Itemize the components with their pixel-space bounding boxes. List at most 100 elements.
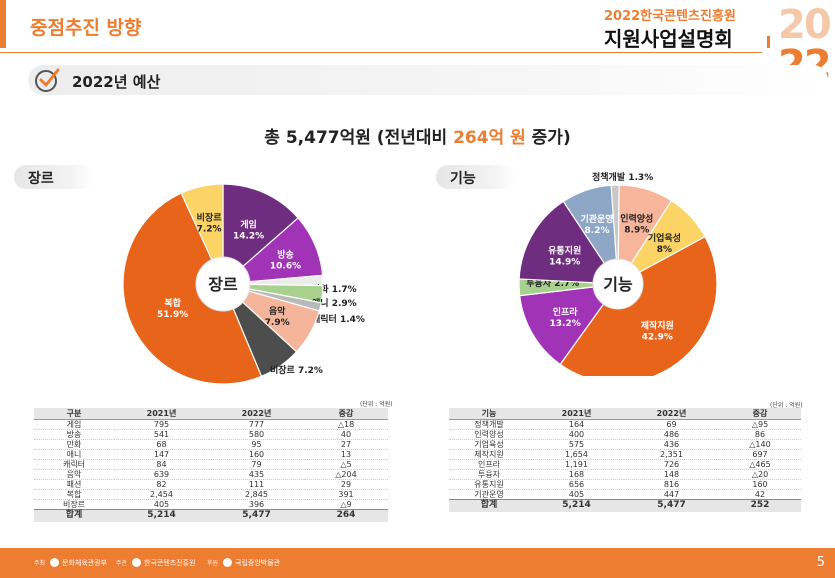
function-cell: 486 bbox=[624, 429, 719, 440]
genre-cell: 68 bbox=[114, 439, 209, 450]
genre-header-2: 2022년 bbox=[209, 408, 304, 420]
genre-cell: 2,845 bbox=[209, 489, 304, 500]
ministry-logo-icon bbox=[50, 557, 60, 567]
genre-cell: 79 bbox=[209, 459, 304, 470]
genre-cell: 147 bbox=[114, 449, 209, 460]
page-number: 5 bbox=[816, 555, 825, 570]
function-total-cell: 252 bbox=[719, 499, 801, 512]
function-total-cell: 5,214 bbox=[529, 499, 624, 512]
function-cell: 86 bbox=[719, 429, 801, 440]
genre-budget-table: 구분 2021년 2022년 증감 게임 795 777 △18 방송 541 580 40 만화 68… bbox=[34, 408, 388, 522]
genre-cell: 방송 bbox=[34, 429, 114, 440]
footer-sponsor-tag: 후원 bbox=[207, 560, 219, 567]
genre-cell: 27 bbox=[304, 439, 388, 450]
genre-total-cell: 5,477 bbox=[209, 509, 304, 522]
genre-cell: 29 bbox=[304, 479, 388, 490]
genre-header-3: 증감 bbox=[304, 408, 388, 420]
genre-cell: 패션 bbox=[34, 479, 114, 490]
genre-cell: 435 bbox=[209, 469, 304, 480]
subheader-label: 2022년 예산 bbox=[72, 73, 161, 91]
pie-label: 애니 2.9% bbox=[312, 297, 357, 309]
subheader-bar: 2022년 예산 bbox=[28, 65, 828, 95]
table-row: 복합 2,454 2,845 391 bbox=[34, 489, 388, 500]
genre-cell: 2,454 bbox=[114, 489, 209, 500]
table-row: 인력양성 400 486 86 bbox=[449, 429, 801, 440]
function-cell: 기관운영 bbox=[449, 489, 529, 500]
function-pill: 기능 bbox=[436, 165, 516, 189]
genre-cell: 게임 bbox=[34, 419, 114, 430]
table-row: 방송 541 580 40 bbox=[34, 429, 388, 440]
headline-suffix: 증가) bbox=[525, 128, 571, 148]
function-cell: 1,654 bbox=[529, 449, 624, 460]
pie-label: 방송 10.6% bbox=[270, 248, 301, 271]
function-cell: 164 bbox=[529, 419, 624, 430]
genre-cell: 391 bbox=[304, 489, 388, 500]
footer-sponsor-name: 국립중앙박물관 bbox=[235, 559, 281, 567]
function-cell: 69 bbox=[624, 419, 719, 430]
function-total-cell: 5,477 bbox=[624, 499, 719, 512]
genre-cell: 541 bbox=[114, 429, 209, 440]
pie-label: 비장르 7.2% bbox=[197, 212, 223, 235]
pie-label: 제작지원 42.9% bbox=[641, 320, 674, 343]
pie-label: 캐릭터 1.4% bbox=[312, 313, 365, 325]
genre-cell: 95 bbox=[209, 439, 304, 450]
genre-cell: 795 bbox=[114, 419, 209, 430]
genre-cell: △5 bbox=[304, 459, 388, 470]
pie-label: 복합 51.9% bbox=[157, 297, 188, 320]
genre-header-1: 2021년 bbox=[114, 408, 209, 420]
function-pie-chart: 정책개발 1.3% 인력양성 8.9%기업육성 8% 제작지원 42.9% 인프라 13.2%… bbox=[518, 171, 718, 376]
section-title: 중점추진 방향 bbox=[30, 17, 142, 39]
genre-cell: 애니 bbox=[34, 449, 114, 460]
table-row: 비장르 405 396 △9 bbox=[34, 499, 388, 510]
function-header-0: 기능 bbox=[449, 408, 529, 420]
function-cell: 405 bbox=[529, 489, 624, 500]
footer-host: 주최 문화체육관광부 bbox=[34, 557, 108, 568]
function-pill-label: 기능 bbox=[450, 171, 476, 187]
function-cell: 인력양성 bbox=[449, 429, 529, 440]
genre-cell: 111 bbox=[209, 479, 304, 490]
function-cell: 인프라 bbox=[449, 459, 529, 470]
pie-label: 기관운영 8.2% bbox=[580, 213, 613, 236]
event-accent-mark bbox=[767, 36, 770, 48]
footer-host-name: 문화체육관광부 bbox=[62, 559, 108, 567]
event-year-title: 2022한국콘텐츠진흥원 bbox=[604, 9, 736, 24]
footer-bar: 주최 문화체육관광부 주관 한국콘텐츠진흥원 후원 국립중앙박물관 5 bbox=[0, 548, 835, 578]
pie-label: 유통지원 14.9% bbox=[548, 245, 581, 268]
footer-sponsor: 후원 국립중앙박물관 bbox=[207, 557, 281, 568]
header-accent-bar bbox=[0, 0, 6, 48]
function-cell: 정책개발 bbox=[449, 419, 529, 430]
pie-slice bbox=[518, 200, 620, 285]
function-cell: 575 bbox=[529, 439, 624, 450]
pie-center-circle bbox=[592, 258, 644, 310]
genre-cell: 복합 bbox=[34, 489, 114, 500]
function-cell: 148 bbox=[624, 469, 719, 480]
genre-total-cell: 5,214 bbox=[114, 509, 209, 522]
function-cell: 2,351 bbox=[624, 449, 719, 460]
function-cell: 투융자 bbox=[449, 469, 529, 480]
function-cell: 160 bbox=[719, 479, 801, 490]
pie-slice bbox=[519, 283, 620, 366]
kocca-logo-icon bbox=[132, 557, 142, 567]
pie-center-label: 장르 bbox=[208, 275, 238, 294]
genre-cell: 40 bbox=[304, 429, 388, 440]
table-row: 투융자 168 148 △20 bbox=[449, 469, 801, 480]
table-row: 기관운영 405 447 42 bbox=[449, 489, 801, 500]
function-header-2: 2022년 bbox=[624, 408, 719, 420]
function-cell: 42 bbox=[719, 489, 801, 500]
footer-host-tag: 주최 bbox=[34, 560, 46, 567]
table-row: 만화 68 95 27 bbox=[34, 439, 388, 450]
genre-unit-note: (단위 : 억원) bbox=[360, 401, 393, 408]
genre-cell: △204 bbox=[304, 469, 388, 480]
museum-logo-icon bbox=[223, 557, 233, 567]
pie-label: 게임 14.2% bbox=[233, 219, 264, 242]
pie-label: 인력양성 8.9% bbox=[620, 212, 653, 235]
function-cell: 726 bbox=[624, 459, 719, 470]
pie-label: 비장르 7.2% bbox=[270, 364, 323, 376]
function-cell: 168 bbox=[529, 469, 624, 480]
pie-slice bbox=[559, 235, 718, 376]
pie-label: 인프라 13.2% bbox=[550, 306, 581, 329]
pie-center-label: 기능 bbox=[603, 275, 633, 294]
function-cell: 제작지원 bbox=[449, 449, 529, 460]
table-row: 애니 147 160 13 bbox=[34, 449, 388, 460]
genre-pill-label: 장르 bbox=[28, 171, 54, 187]
